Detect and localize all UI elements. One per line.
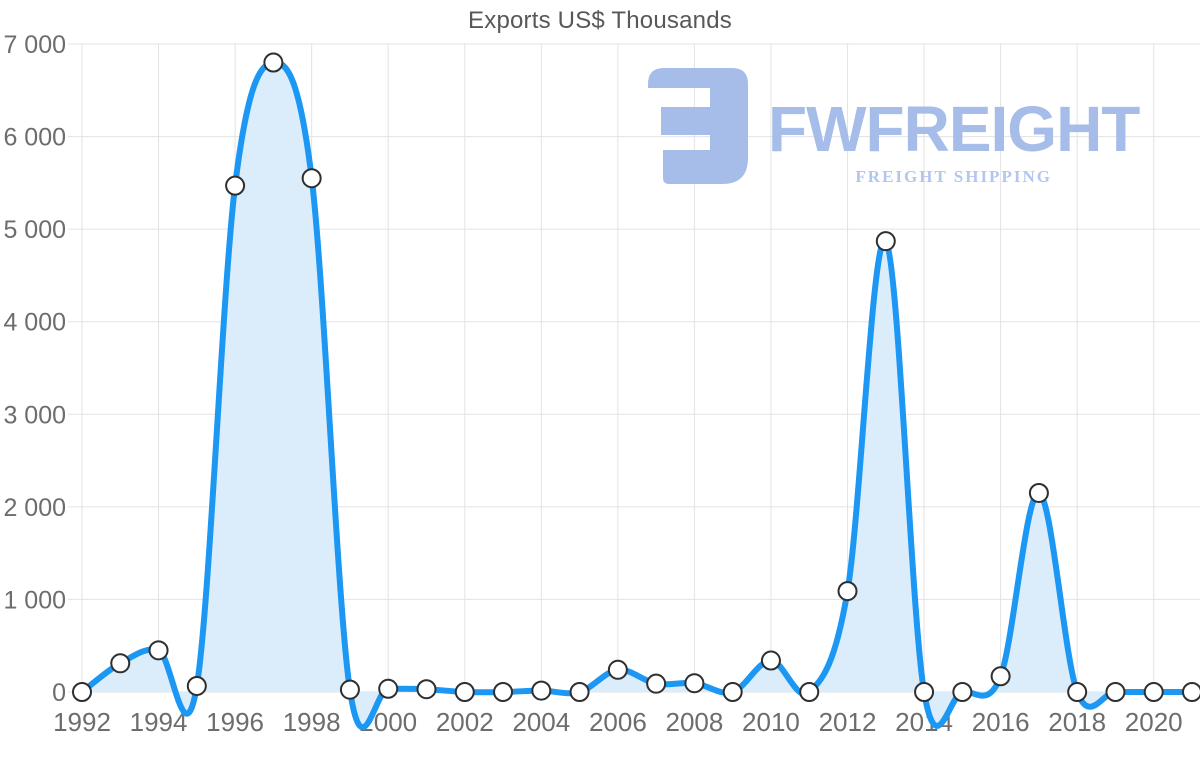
data-point-marker: [952, 682, 973, 702]
data-point-marker: [914, 682, 935, 702]
data-point-marker: [148, 640, 169, 661]
x-tick-label: 2020: [1125, 707, 1183, 737]
data-point-marker: [454, 682, 475, 702]
y-tick-label: 6 000: [3, 124, 66, 152]
data-point-marker: [1143, 682, 1164, 702]
x-tick-label: 1994: [130, 707, 188, 737]
x-tick-label: 1992: [53, 707, 111, 737]
x-tick-label: 2008: [665, 707, 723, 737]
data-point-marker: [225, 175, 246, 196]
x-tick-label: 1998: [283, 707, 341, 737]
x-tick-label: 2010: [742, 707, 800, 737]
y-tick-label: 5 000: [3, 216, 66, 244]
y-tick-label: 1 000: [3, 586, 66, 614]
x-tick-label: 2012: [819, 707, 877, 737]
data-point-marker: [339, 679, 360, 700]
data-point-marker: [301, 168, 322, 189]
data-point-marker: [799, 682, 820, 702]
x-tick-label: 1996: [206, 707, 264, 737]
y-tick-label: 0: [52, 679, 66, 707]
x-tick-label: 2018: [1048, 707, 1106, 737]
data-point-marker: [378, 678, 399, 699]
data-point-marker: [646, 673, 667, 694]
data-point-marker: [72, 682, 92, 702]
data-point-marker: [416, 679, 437, 700]
data-point-marker: [493, 682, 514, 702]
data-point-marker: [1067, 682, 1088, 702]
y-tick-label: 4 000: [3, 309, 66, 337]
y-tick-label: 2 000: [3, 494, 66, 522]
data-point-marker: [722, 682, 743, 702]
data-point-marker: [607, 659, 628, 680]
data-point-marker: [531, 680, 552, 701]
y-tick-label: 3 000: [3, 401, 66, 429]
data-point-marker: [990, 666, 1011, 687]
data-point-marker: [110, 653, 131, 674]
data-point-marker: [1182, 682, 1200, 702]
x-tick-label: 2016: [972, 707, 1030, 737]
data-point-marker: [875, 231, 896, 252]
y-tick-label: 7 000: [3, 31, 66, 59]
x-tick-label: 2006: [589, 707, 647, 737]
data-point-marker: [837, 581, 858, 602]
x-tick-label: 2004: [512, 707, 570, 737]
data-point-marker: [186, 675, 207, 696]
x-tick-label: 2002: [436, 707, 494, 737]
data-point-marker: [760, 650, 781, 671]
data-point-marker: [263, 52, 284, 73]
data-point-marker: [1105, 682, 1126, 702]
data-point-marker: [569, 682, 590, 702]
data-point-marker: [684, 673, 705, 694]
series-area: [82, 62, 1192, 728]
data-point-marker: [1028, 482, 1049, 503]
chart-title: Exports US$ Thousands: [468, 7, 732, 34]
